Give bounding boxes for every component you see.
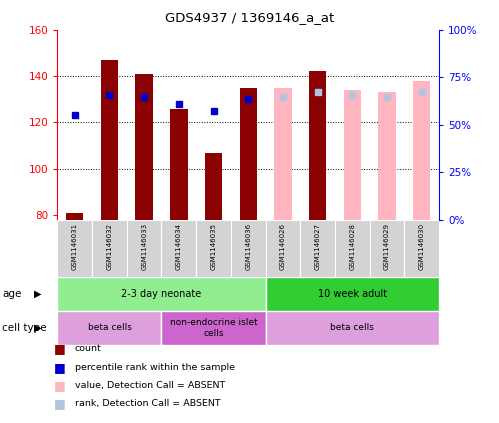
Text: ■: ■ bbox=[54, 343, 66, 355]
Bar bbox=[265, 220, 300, 277]
Bar bbox=[274, 88, 291, 220]
Text: GSM1146036: GSM1146036 bbox=[245, 223, 251, 270]
Bar bbox=[335, 220, 370, 277]
Bar bbox=[413, 81, 431, 220]
Text: GSM1146026: GSM1146026 bbox=[280, 223, 286, 270]
Bar bbox=[240, 88, 257, 220]
Bar bbox=[162, 220, 196, 277]
Bar bbox=[101, 60, 118, 220]
Text: ■: ■ bbox=[54, 379, 66, 392]
Bar bbox=[370, 220, 404, 277]
Text: ■: ■ bbox=[54, 361, 66, 374]
Text: GSM1146028: GSM1146028 bbox=[349, 223, 355, 270]
Text: beta cells: beta cells bbox=[87, 323, 131, 332]
Bar bbox=[404, 220, 439, 277]
Bar bbox=[57, 311, 162, 345]
Bar bbox=[92, 220, 127, 277]
Text: GSM1146031: GSM1146031 bbox=[72, 223, 78, 270]
Text: GDS4937 / 1369146_a_at: GDS4937 / 1369146_a_at bbox=[165, 11, 334, 24]
Text: cell type: cell type bbox=[2, 323, 47, 333]
Text: ▶: ▶ bbox=[34, 323, 41, 333]
Bar bbox=[162, 311, 265, 345]
Text: ■: ■ bbox=[54, 397, 66, 410]
Bar bbox=[265, 311, 439, 345]
Text: ▶: ▶ bbox=[34, 289, 41, 299]
Bar bbox=[135, 74, 153, 220]
Text: count: count bbox=[75, 344, 102, 354]
Bar bbox=[66, 213, 83, 220]
Text: non-endocrine islet
cells: non-endocrine islet cells bbox=[170, 318, 257, 338]
Bar bbox=[344, 90, 361, 220]
Text: 10 week adult: 10 week adult bbox=[318, 289, 387, 299]
Text: GSM1146029: GSM1146029 bbox=[384, 223, 390, 270]
Bar bbox=[309, 71, 326, 220]
Text: GSM1146030: GSM1146030 bbox=[419, 223, 425, 270]
Text: GSM1146027: GSM1146027 bbox=[315, 223, 321, 270]
Text: GSM1146034: GSM1146034 bbox=[176, 223, 182, 270]
Text: GSM1146035: GSM1146035 bbox=[211, 223, 217, 270]
Bar bbox=[196, 220, 231, 277]
Bar bbox=[205, 153, 222, 220]
Text: rank, Detection Call = ABSENT: rank, Detection Call = ABSENT bbox=[75, 399, 221, 408]
Bar bbox=[378, 92, 396, 220]
Text: percentile rank within the sample: percentile rank within the sample bbox=[75, 363, 235, 372]
Bar bbox=[57, 220, 92, 277]
Bar bbox=[127, 220, 162, 277]
Bar bbox=[300, 220, 335, 277]
Text: GSM1146033: GSM1146033 bbox=[141, 223, 147, 270]
Bar bbox=[170, 109, 188, 220]
Bar bbox=[231, 220, 265, 277]
Text: value, Detection Call = ABSENT: value, Detection Call = ABSENT bbox=[75, 381, 225, 390]
Bar bbox=[265, 277, 439, 311]
Text: beta cells: beta cells bbox=[330, 323, 374, 332]
Text: GSM1146032: GSM1146032 bbox=[106, 223, 112, 270]
Text: 2-3 day neonate: 2-3 day neonate bbox=[121, 289, 202, 299]
Text: age: age bbox=[2, 289, 22, 299]
Bar bbox=[57, 277, 265, 311]
